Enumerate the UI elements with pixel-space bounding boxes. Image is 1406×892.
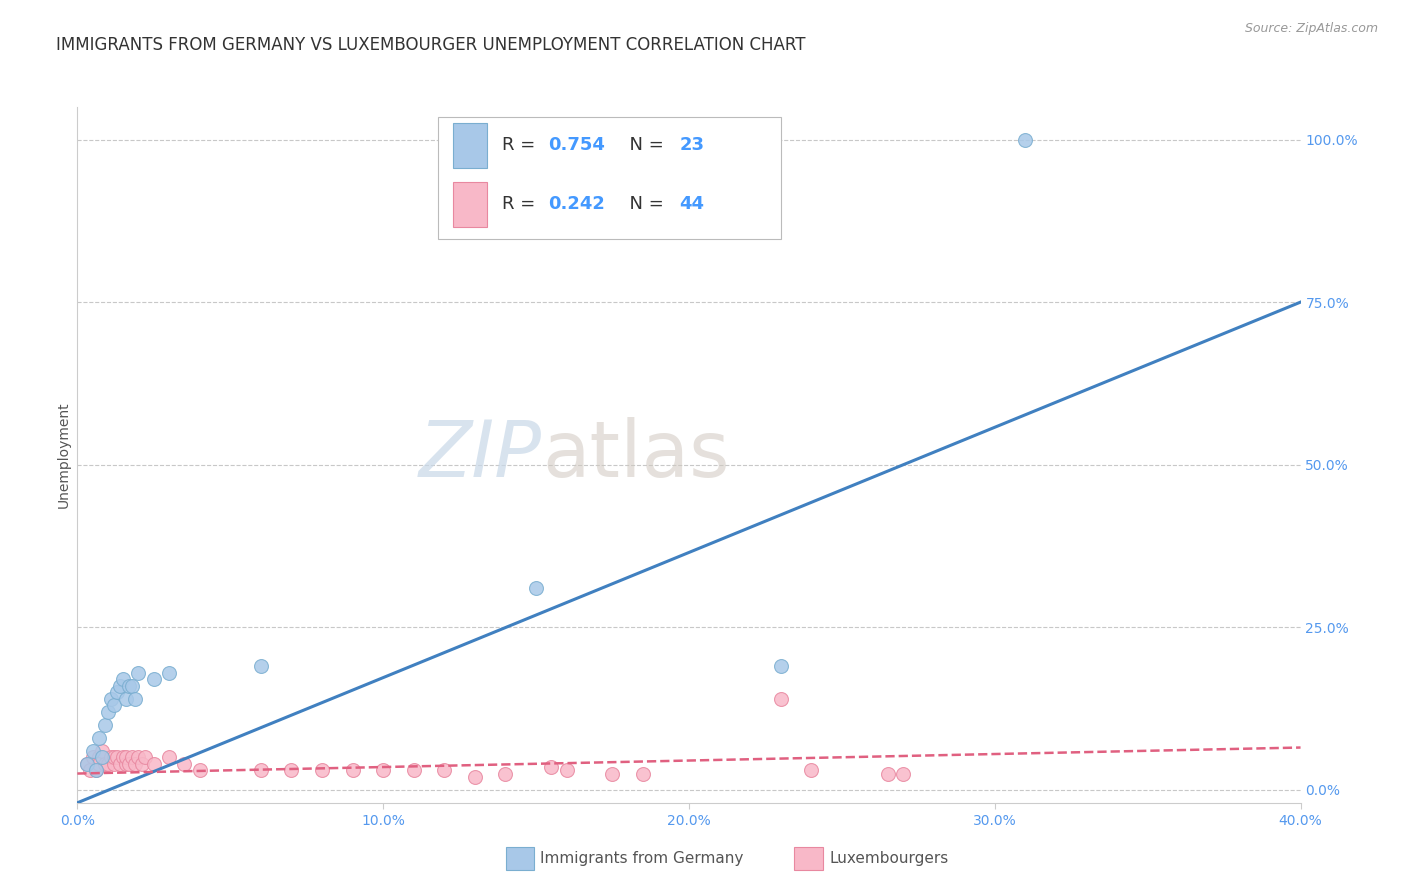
Point xyxy=(495,766,517,780)
Point xyxy=(76,756,98,771)
Point xyxy=(118,756,141,771)
Point xyxy=(769,691,792,706)
Point xyxy=(1014,132,1036,146)
Point xyxy=(90,744,112,758)
Point xyxy=(115,756,138,771)
Point xyxy=(97,705,120,719)
Point xyxy=(87,731,110,745)
Point xyxy=(402,764,425,778)
Point xyxy=(115,691,138,706)
Point xyxy=(173,756,195,771)
Point xyxy=(105,685,128,699)
Point xyxy=(555,764,578,778)
Point xyxy=(108,679,131,693)
Point xyxy=(128,750,150,764)
Text: ZIP: ZIP xyxy=(419,417,543,493)
Text: N =: N = xyxy=(619,136,669,154)
Point xyxy=(82,744,104,758)
Text: IMMIGRANTS FROM GERMANY VS LUXEMBOURGER UNEMPLOYMENT CORRELATION CHART: IMMIGRANTS FROM GERMANY VS LUXEMBOURGER … xyxy=(56,36,806,54)
FancyBboxPatch shape xyxy=(453,182,486,227)
Point xyxy=(87,756,110,771)
Point xyxy=(602,766,624,780)
Point xyxy=(134,750,156,764)
Point xyxy=(112,672,135,686)
Point xyxy=(631,766,654,780)
Point xyxy=(131,756,153,771)
Point xyxy=(84,764,107,778)
Text: atlas: atlas xyxy=(543,417,730,493)
Point xyxy=(76,756,98,771)
Point xyxy=(464,770,486,784)
Y-axis label: Unemployment: Unemployment xyxy=(56,401,70,508)
Point xyxy=(371,764,394,778)
Point xyxy=(100,750,122,764)
Point xyxy=(87,750,110,764)
Point xyxy=(876,766,898,780)
Point xyxy=(250,659,273,673)
Point xyxy=(121,679,143,693)
Point xyxy=(311,764,333,778)
Point xyxy=(103,756,125,771)
Point xyxy=(157,750,180,764)
Point xyxy=(108,756,131,771)
Point xyxy=(250,764,273,778)
Point xyxy=(82,750,104,764)
Point xyxy=(800,764,823,778)
Point xyxy=(124,756,146,771)
Point xyxy=(124,691,146,706)
Point xyxy=(540,760,562,774)
Point xyxy=(188,764,211,778)
Point xyxy=(342,764,364,778)
Text: Immigrants from Germany: Immigrants from Germany xyxy=(540,851,744,866)
Point xyxy=(121,750,143,764)
Point xyxy=(103,750,125,764)
FancyBboxPatch shape xyxy=(453,123,486,168)
Point xyxy=(142,672,165,686)
Point xyxy=(90,750,112,764)
Point xyxy=(112,750,135,764)
Text: R =: R = xyxy=(502,136,541,154)
Point xyxy=(280,764,302,778)
Point xyxy=(157,665,180,680)
Point xyxy=(433,764,456,778)
Point xyxy=(891,766,914,780)
FancyBboxPatch shape xyxy=(439,118,780,239)
Point xyxy=(84,764,107,778)
Point xyxy=(128,665,150,680)
Point xyxy=(105,750,128,764)
Point xyxy=(524,581,547,595)
Point xyxy=(142,756,165,771)
Text: 23: 23 xyxy=(679,136,704,154)
Point xyxy=(100,691,122,706)
Point xyxy=(94,718,117,732)
Text: 44: 44 xyxy=(679,195,704,213)
Point xyxy=(103,698,125,713)
Text: N =: N = xyxy=(619,195,669,213)
Text: 0.754: 0.754 xyxy=(548,136,605,154)
Text: Source: ZipAtlas.com: Source: ZipAtlas.com xyxy=(1244,22,1378,36)
Text: 0.242: 0.242 xyxy=(548,195,605,213)
Text: Luxembourgers: Luxembourgers xyxy=(830,851,949,866)
Point xyxy=(115,750,138,764)
Point xyxy=(94,756,117,771)
Point xyxy=(79,764,101,778)
Text: R =: R = xyxy=(502,195,541,213)
Point xyxy=(118,679,141,693)
Point xyxy=(769,659,792,673)
Point xyxy=(97,756,120,771)
